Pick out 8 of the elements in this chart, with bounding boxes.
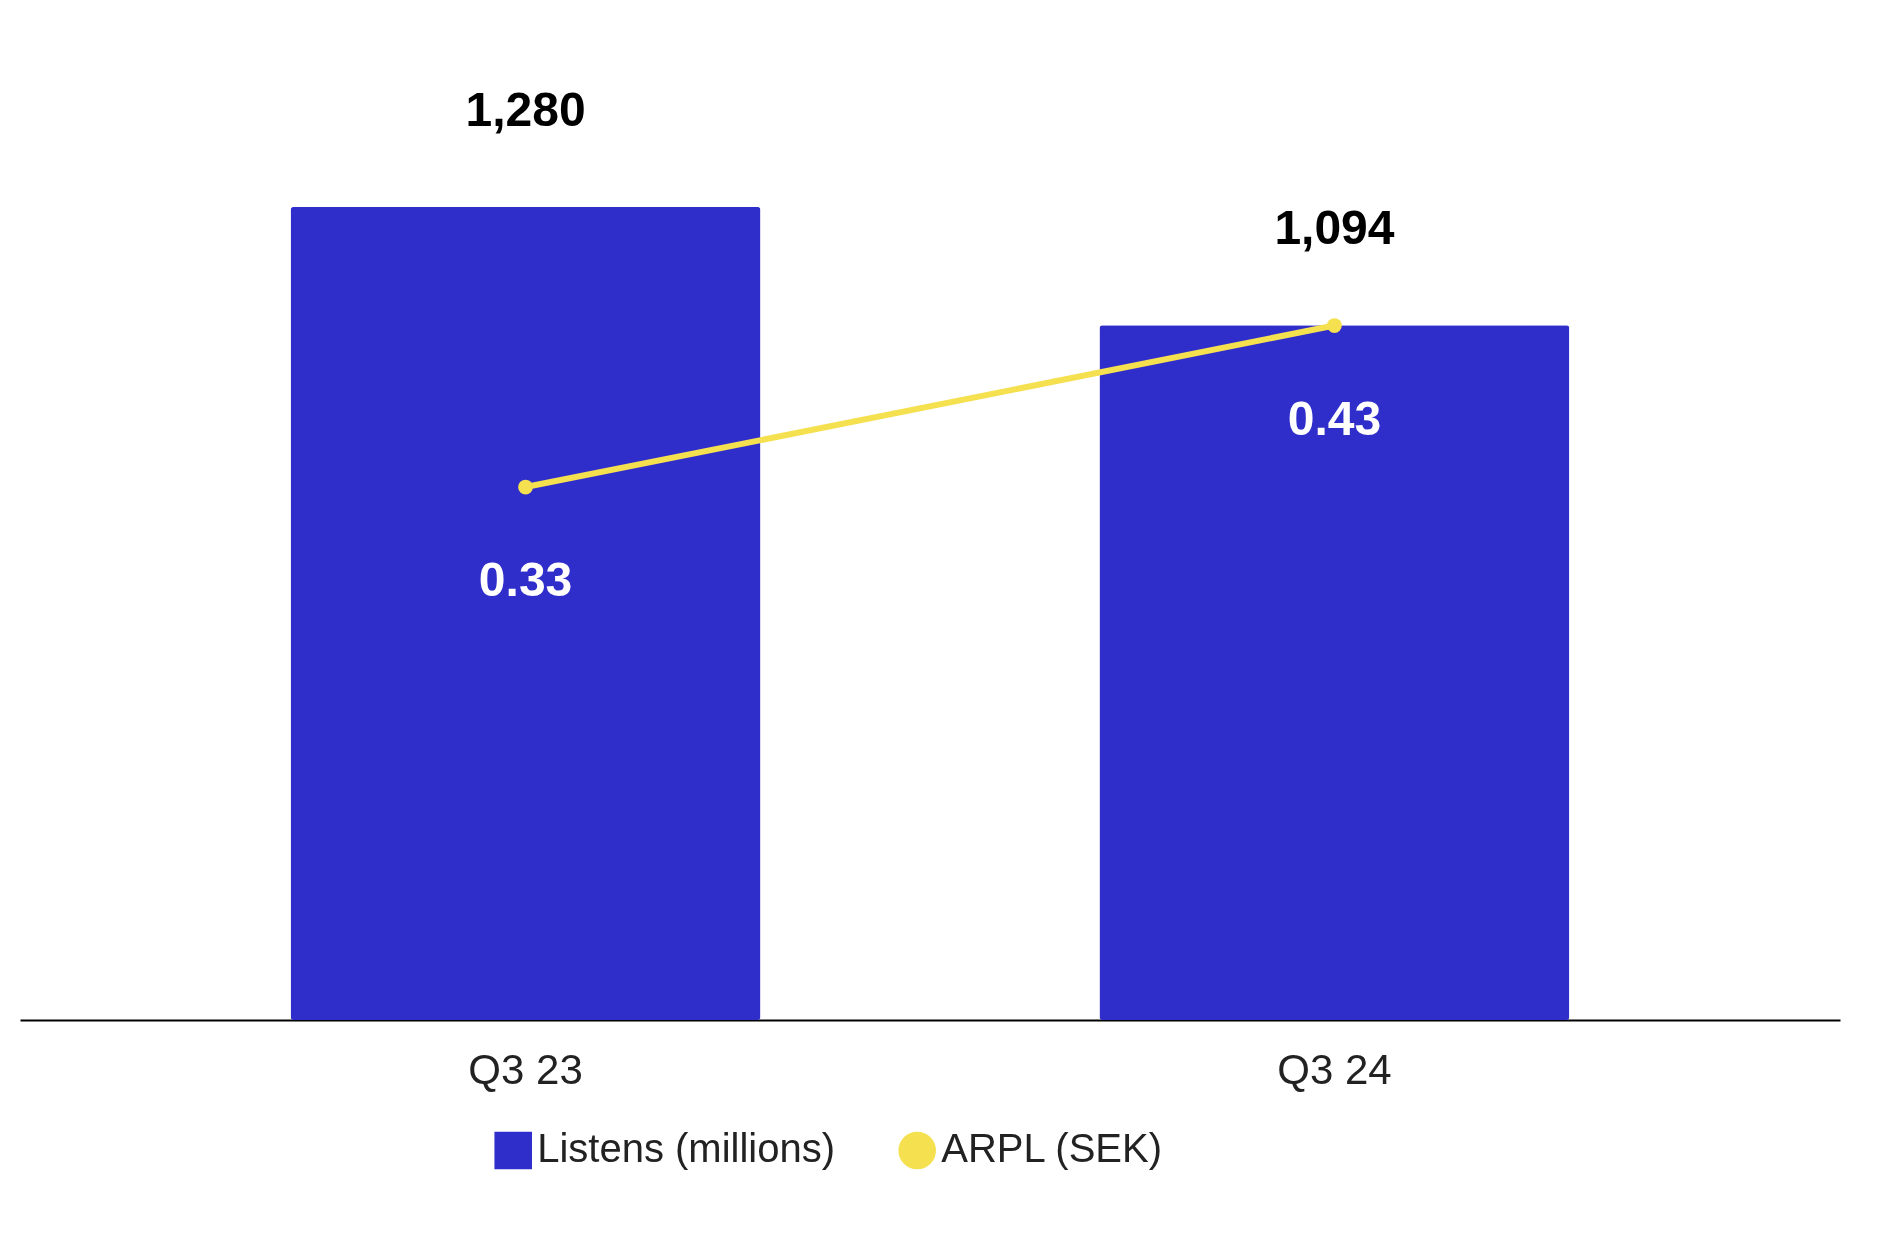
- x-tick-label: Q3 24: [1277, 1045, 1392, 1093]
- data-label: 0.43: [1287, 391, 1382, 445]
- data-label: 1,094: [1274, 201, 1395, 255]
- legend-label: ARPL (SEK): [941, 1126, 1163, 1171]
- legend-label: Listens (millions): [537, 1126, 836, 1171]
- data-label: 1,280: [465, 82, 586, 136]
- data-label: 0.33: [478, 553, 573, 607]
- x-tick-label: Q3 23: [468, 1045, 583, 1093]
